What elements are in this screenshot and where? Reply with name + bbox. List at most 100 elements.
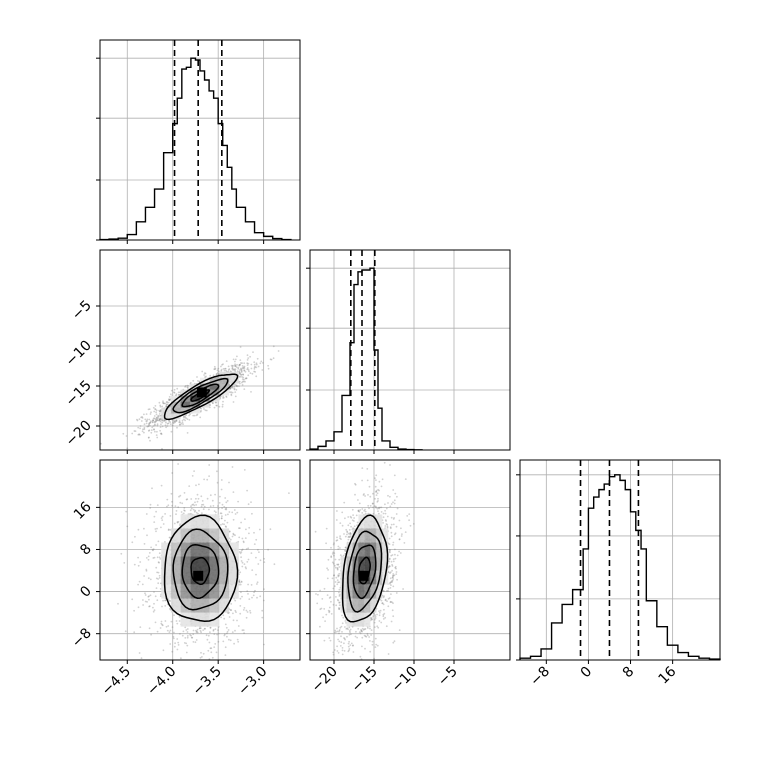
scatter-point <box>134 430 137 432</box>
scatter-point <box>126 525 129 528</box>
scatter-point <box>163 420 165 423</box>
density-cell <box>200 584 210 599</box>
scatter-point <box>269 358 272 361</box>
scatter-point <box>251 596 253 599</box>
contour-line <box>163 373 239 421</box>
scatter-point <box>173 614 175 617</box>
scatter-point <box>202 503 205 506</box>
scatter-point <box>370 616 373 619</box>
scatter-point <box>355 630 357 633</box>
density-cell <box>170 570 181 585</box>
scatter-point <box>245 548 248 550</box>
scatter-point <box>186 631 189 633</box>
contour-line <box>172 528 229 611</box>
scatter-point <box>346 533 348 536</box>
scatter-point <box>180 422 183 425</box>
scatter-point <box>250 501 252 503</box>
scatter-point <box>374 646 377 648</box>
scatter-point <box>138 418 141 421</box>
density-cell <box>170 584 181 599</box>
scatter-point <box>234 391 237 393</box>
scatter-point <box>155 510 157 513</box>
scatter-point <box>221 507 223 509</box>
scatter-point <box>215 401 218 404</box>
scatter-point <box>186 636 189 639</box>
scatter-point <box>196 413 199 416</box>
scatter-point <box>178 423 181 426</box>
scatter-point <box>347 538 350 541</box>
scatter-point <box>156 424 159 427</box>
scatter-point <box>170 393 172 396</box>
scatter-point <box>153 521 156 523</box>
scatter-point <box>184 385 187 387</box>
scatter-point <box>169 398 171 401</box>
scatter-point <box>241 384 244 386</box>
scatter-point <box>383 595 385 598</box>
scatter-point <box>369 627 371 630</box>
scatter-point <box>220 365 222 368</box>
scatter-point <box>242 376 245 379</box>
scatter-point <box>231 391 234 394</box>
scatter-point <box>241 595 243 598</box>
scatter-point <box>202 629 205 631</box>
scatter-point <box>148 605 151 608</box>
scatter-point <box>158 414 160 417</box>
scatter-point <box>331 561 334 564</box>
scatter-point <box>160 526 162 529</box>
scatter-point <box>176 622 179 625</box>
scatter-point <box>253 368 256 370</box>
scatter-point <box>162 402 165 405</box>
scatter-point <box>224 633 226 636</box>
scatter-point <box>139 427 141 430</box>
scatter-point <box>377 497 379 500</box>
scatter-point <box>153 428 155 430</box>
scatter-point <box>155 544 157 546</box>
scatter-point <box>339 645 342 647</box>
scatter-point <box>159 558 162 560</box>
scatter-point <box>348 648 351 650</box>
scatter-point <box>190 636 193 639</box>
scatter-point <box>193 504 196 507</box>
scatter-point <box>206 497 209 500</box>
scatter-point <box>217 505 219 507</box>
scatter-point <box>375 506 377 509</box>
scatter-point <box>338 629 341 631</box>
scatter-point <box>158 419 161 422</box>
scatter-point <box>347 532 350 535</box>
scatter-point <box>234 368 237 370</box>
scatter-point <box>199 410 202 413</box>
scatter-point <box>153 591 155 593</box>
scatter-point <box>186 432 189 434</box>
scatter-point <box>348 649 350 652</box>
scatter-point <box>353 520 355 522</box>
scatter-point <box>254 371 257 373</box>
scatter-point <box>246 561 249 563</box>
scatter-point <box>392 523 395 526</box>
scatter-point <box>377 488 379 491</box>
scatter-point <box>246 359 249 361</box>
scatter-point <box>199 629 202 632</box>
scatter-point <box>334 566 337 569</box>
scatter-point <box>335 539 338 542</box>
scatter-point <box>387 587 390 590</box>
scatter-point <box>343 637 346 640</box>
scatter-point <box>183 415 185 418</box>
scatter-point <box>184 386 186 388</box>
scatter-point <box>230 386 233 389</box>
scatter-point <box>117 602 119 605</box>
scatter-point <box>195 484 197 487</box>
density-cell <box>190 598 200 613</box>
contour-line <box>163 514 239 623</box>
scatter-point <box>157 582 160 585</box>
scatter-point <box>144 592 146 595</box>
scatter-point <box>161 419 164 422</box>
scatter-point <box>186 384 189 387</box>
scatter-point <box>384 519 387 521</box>
density-cell <box>219 598 230 613</box>
scatter-point <box>250 552 253 554</box>
scatter-point <box>238 363 241 366</box>
scatter-point <box>183 492 186 494</box>
scatter-point <box>163 419 166 421</box>
scatter-point <box>169 515 172 517</box>
scatter-point <box>236 511 239 514</box>
